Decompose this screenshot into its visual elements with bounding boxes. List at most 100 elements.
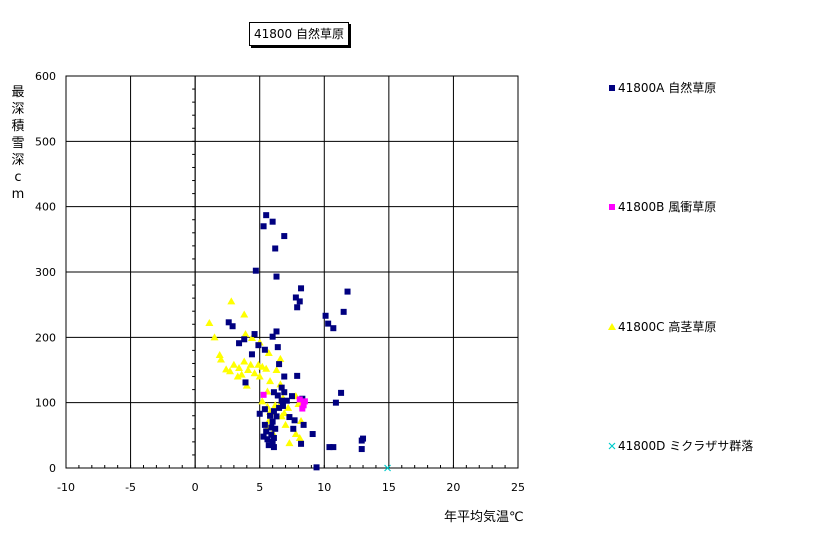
data-point	[227, 297, 236, 305]
data-point	[229, 360, 238, 368]
data-point	[263, 212, 270, 219]
data-point	[265, 442, 272, 449]
data-point	[332, 399, 339, 406]
y-tick-label: 400	[35, 201, 56, 214]
data-point	[313, 464, 320, 471]
data-point	[360, 435, 367, 442]
data-point	[240, 310, 249, 318]
data-point	[264, 436, 271, 443]
data-point	[281, 373, 288, 380]
data-point	[322, 312, 329, 319]
data-point	[268, 424, 275, 431]
data-point	[215, 350, 224, 358]
x-tick-label: 5	[256, 481, 263, 494]
legend-item-b: 41800B 風衝草原	[606, 198, 716, 215]
data-point	[291, 430, 300, 438]
data-point	[241, 330, 250, 338]
data-point	[326, 444, 333, 451]
data-point	[277, 412, 286, 420]
legend-symbol-shape	[608, 442, 616, 449]
y-tick-label: 500	[35, 135, 56, 148]
data-point	[261, 421, 268, 428]
data-point	[270, 444, 277, 451]
legend-label-d: 41800D ミクラザサ群落	[618, 439, 754, 453]
data-point	[295, 433, 304, 441]
data-point	[205, 318, 214, 326]
y-tick-label: 100	[35, 397, 56, 410]
x-tick-label: 25	[511, 481, 525, 494]
data-point	[291, 417, 298, 424]
data-point	[226, 367, 235, 375]
data-point	[269, 218, 276, 225]
legend-item-d: 41800D ミクラザサ群落	[606, 437, 753, 454]
data-point	[273, 273, 280, 280]
data-point	[284, 403, 293, 411]
data-point	[298, 440, 305, 447]
data-point	[264, 349, 273, 357]
data-point	[276, 361, 283, 368]
y-axis-label: 最深積雪深cm	[11, 85, 25, 202]
data-point	[233, 372, 242, 380]
data-point	[235, 364, 244, 372]
legend-symbol	[609, 203, 615, 210]
data-point	[301, 398, 308, 405]
data-point	[260, 433, 267, 440]
data-point	[276, 404, 283, 411]
data-point	[289, 393, 295, 400]
data-point	[340, 308, 347, 315]
legend-symbol	[608, 442, 616, 449]
data-point	[255, 342, 262, 349]
data-point	[344, 288, 351, 295]
data-point	[252, 267, 259, 274]
data-point	[278, 397, 285, 404]
data-point	[266, 377, 275, 385]
x-tick-label: 10	[317, 481, 331, 494]
data-point	[281, 389, 288, 396]
data-point	[276, 354, 285, 362]
data-point	[283, 397, 290, 404]
data-point	[242, 379, 249, 386]
data-point	[229, 323, 236, 330]
data-point	[330, 325, 337, 332]
data-point	[244, 366, 253, 373]
y-tick-label: 0	[49, 462, 56, 475]
data-point	[278, 384, 285, 391]
legend-symbol	[608, 322, 616, 330]
data-point	[269, 438, 276, 445]
legend-marker-c-icon	[606, 321, 618, 333]
data-point	[273, 413, 280, 420]
y-tick-label: 200	[35, 331, 56, 344]
data-point	[294, 399, 303, 407]
data-point	[260, 391, 267, 398]
data-point	[330, 444, 337, 451]
data-point	[256, 410, 263, 417]
legend-item-c: 41800C 高茎草原	[606, 318, 716, 335]
legend-label-c: 41800C 高茎草原	[618, 320, 717, 334]
data-point	[247, 333, 256, 341]
data-point	[236, 340, 243, 347]
data-point	[255, 372, 264, 380]
legend-label-a: 41800A 自然草原	[618, 81, 717, 95]
data-point	[216, 355, 225, 363]
data-point	[270, 408, 277, 415]
data-point	[263, 428, 270, 435]
legend-marker-d-icon	[606, 440, 618, 452]
y-tick-label: 300	[35, 266, 56, 279]
legend-symbol	[609, 84, 615, 91]
data-point	[225, 319, 232, 326]
data-point	[261, 406, 268, 413]
data-point	[248, 351, 255, 358]
legend-label-b: 41800B 風衝草原	[618, 200, 717, 214]
data-point	[294, 372, 301, 379]
data-point	[298, 285, 305, 292]
data-point	[290, 425, 297, 432]
data-point	[292, 294, 299, 301]
data-point	[300, 402, 307, 409]
data-point	[262, 364, 271, 372]
data-point	[240, 357, 249, 365]
legend-symbol-shape	[608, 322, 616, 330]
data-point	[281, 233, 288, 240]
data-point	[338, 389, 345, 396]
data-point	[274, 392, 281, 399]
